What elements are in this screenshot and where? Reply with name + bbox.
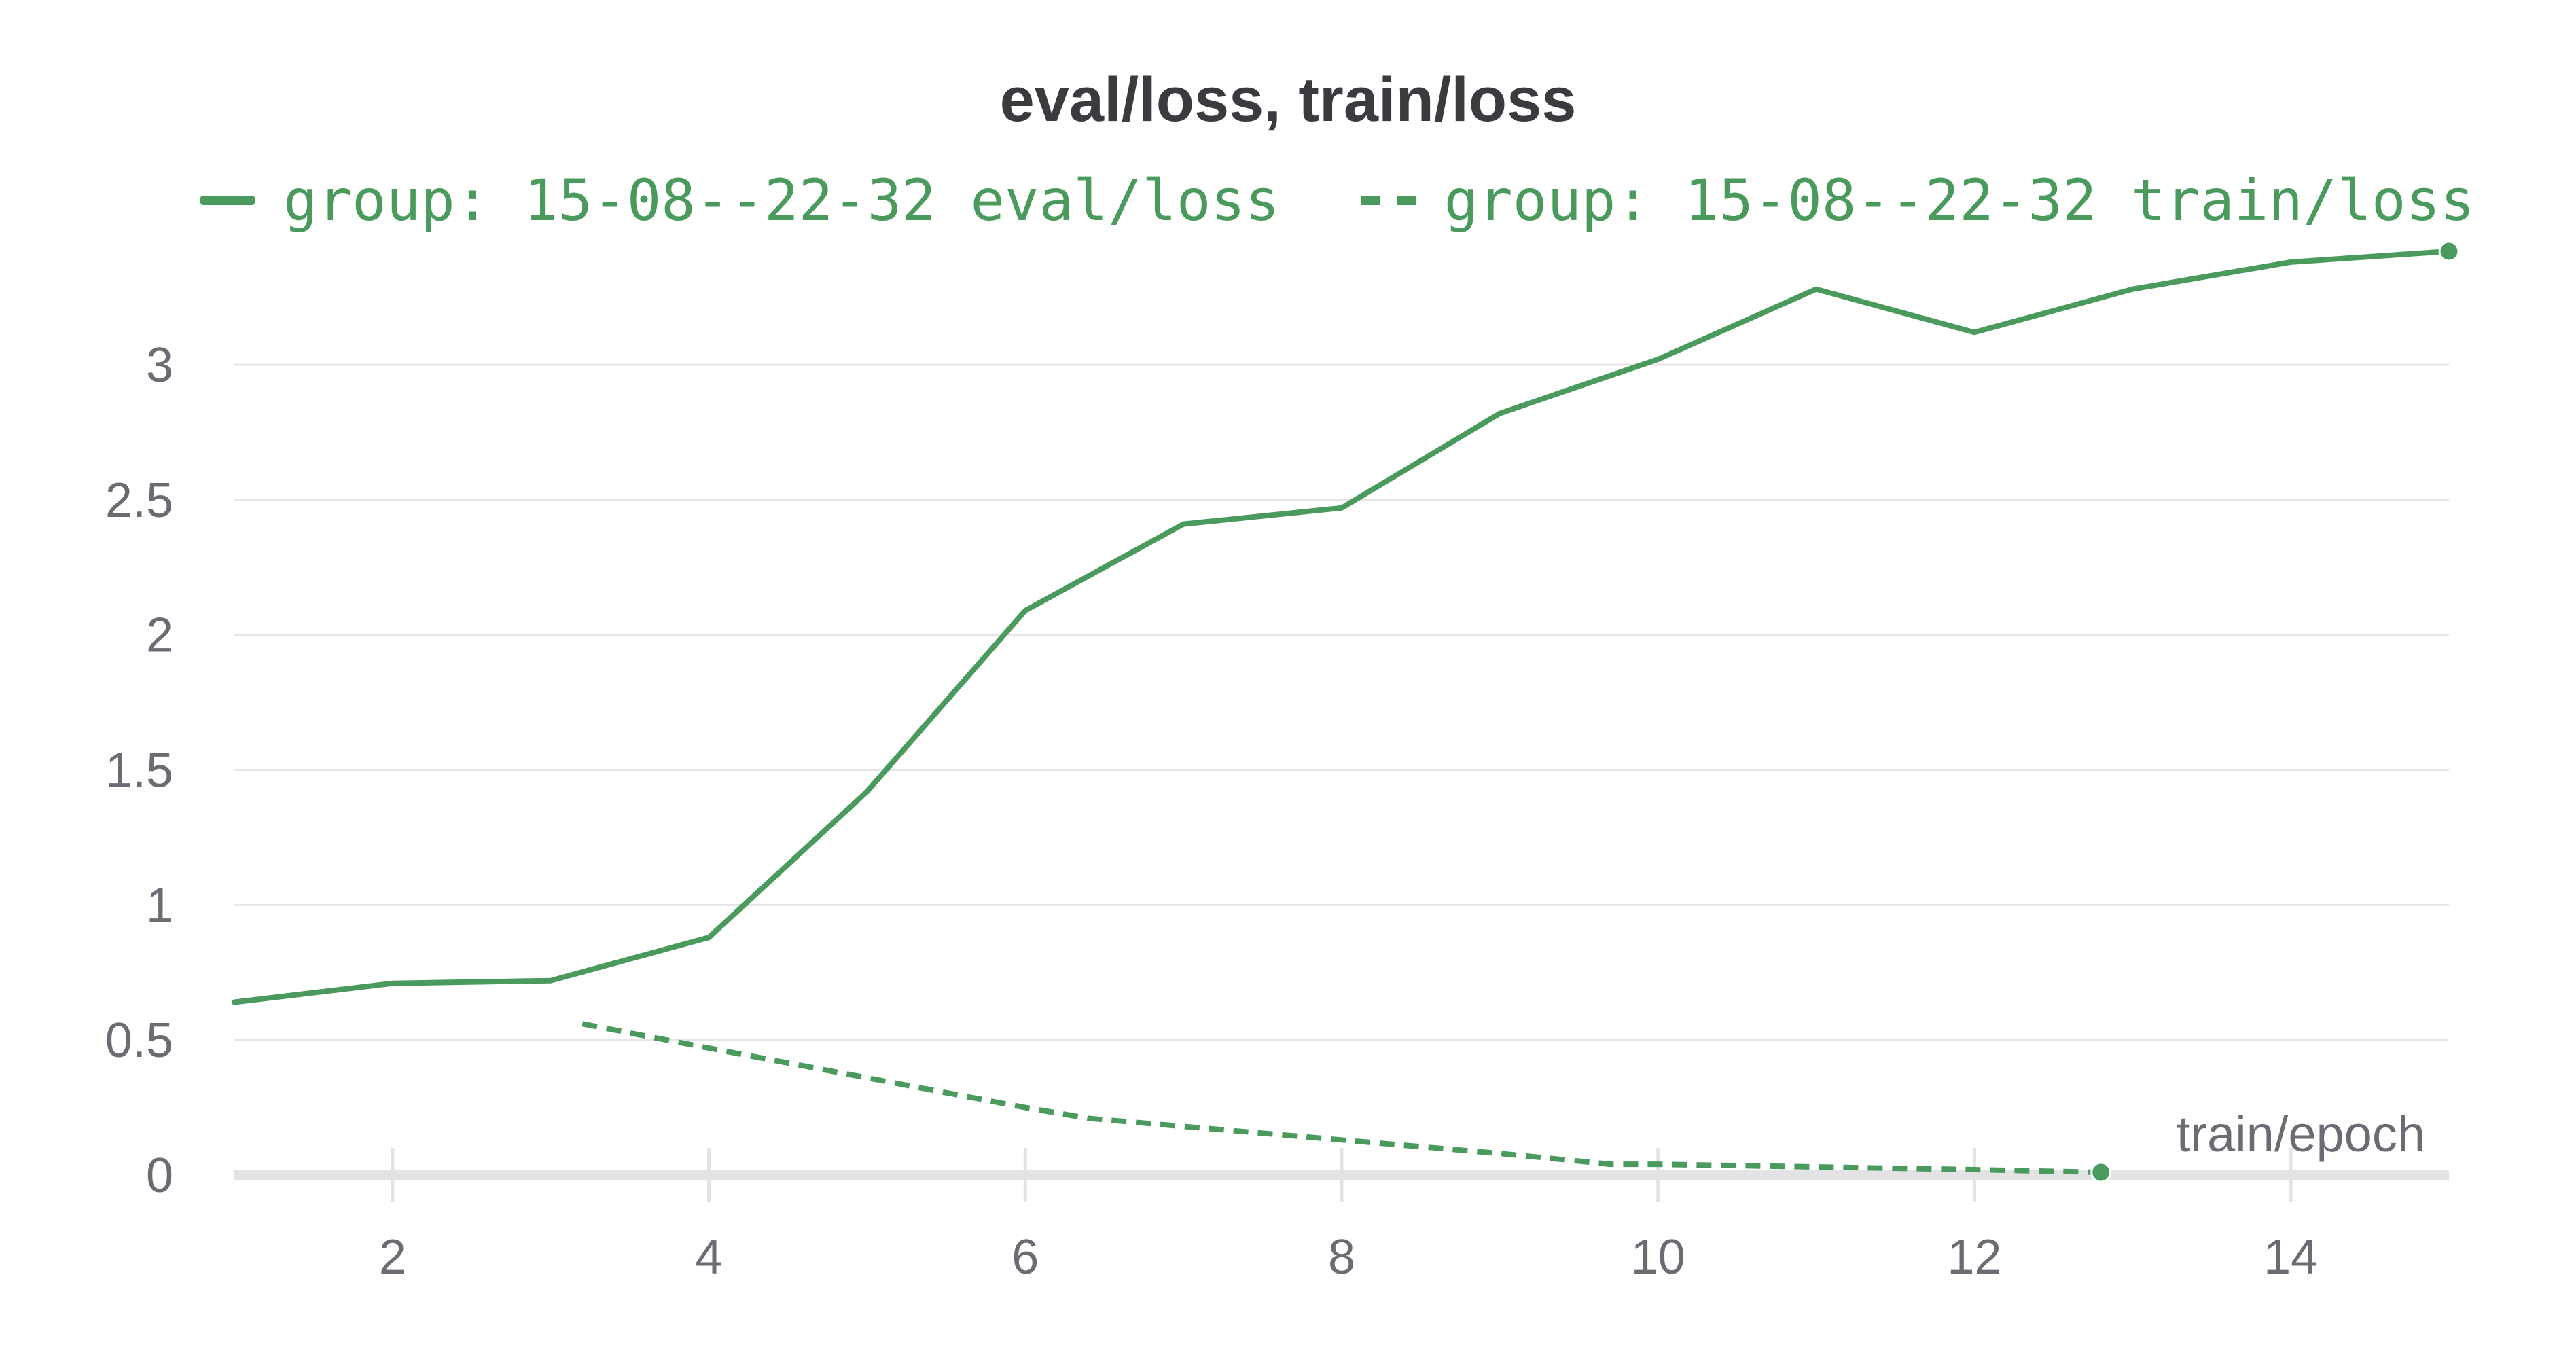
x-tick-label: 12 xyxy=(1947,1230,2001,1284)
y-axis-ticks: 0 0.5 1 1.5 2 2.5 3 xyxy=(105,338,173,1203)
x-tick-label: 6 xyxy=(1012,1230,1039,1284)
y-tick-label: 0.5 xyxy=(105,1013,173,1068)
y-tick-label: 3 xyxy=(146,338,173,393)
legend-label-train-loss: group: 15-08--22-32 train/loss xyxy=(1444,167,2475,234)
x-axis-ticks: 2 4 6 8 10 12 14 xyxy=(379,1148,2318,1284)
x-axis-title: train/epoch xyxy=(2177,1106,2425,1162)
y-tick-label: 2 xyxy=(146,609,173,663)
series-line-eval-loss xyxy=(232,249,2452,1005)
x-tick-label: 2 xyxy=(379,1230,406,1284)
legend-swatch-dashed xyxy=(1361,196,1416,205)
x-tick-label: 4 xyxy=(696,1230,723,1284)
series-lines xyxy=(232,240,2460,1183)
y-tick-label: 1.5 xyxy=(105,744,173,798)
x-tick-label: 14 xyxy=(2264,1230,2318,1284)
series-end-marker-eval-loss xyxy=(2438,240,2460,262)
y-tick-label: 2.5 xyxy=(105,473,173,528)
legend-item-eval-loss[interactable]: group: 15-08--22-32 eval/loss xyxy=(200,167,1280,234)
chart-legend: group: 15-08--22-32 eval/loss group: 15-… xyxy=(200,166,2556,234)
grid-lines xyxy=(234,363,2449,1180)
x-tick-label: 10 xyxy=(1631,1230,1685,1284)
x-tick-label: 8 xyxy=(1328,1230,1355,1284)
series-end-marker-train-loss xyxy=(2090,1161,2112,1183)
chart-title: eval/loss, train/loss xyxy=(999,65,1577,134)
series-line-train-loss xyxy=(582,1021,2101,1175)
legend-item-train-loss[interactable]: group: 15-08--22-32 train/loss xyxy=(1361,167,2475,234)
y-tick-label: 1 xyxy=(146,878,173,933)
y-tick-label: 0 xyxy=(146,1149,173,1203)
legend-label-eval-loss: group: 15-08--22-32 eval/loss xyxy=(283,167,1280,234)
legend-swatch-solid xyxy=(200,196,255,205)
